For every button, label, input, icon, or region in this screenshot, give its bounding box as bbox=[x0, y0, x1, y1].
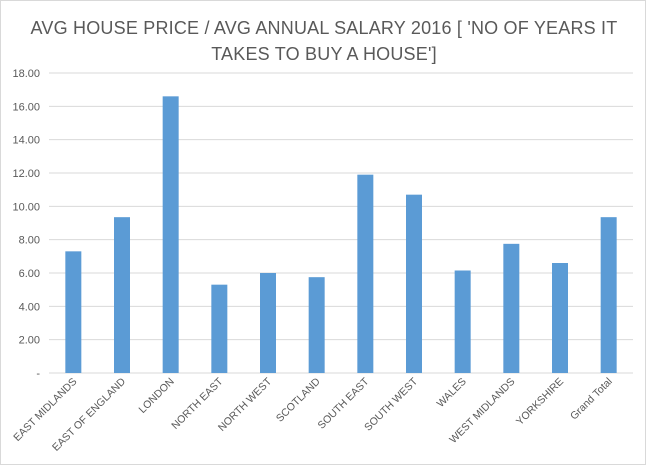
bars bbox=[65, 96, 617, 373]
x-category-label: Grand Total bbox=[568, 376, 615, 423]
y-tick-label: 16.00 bbox=[12, 101, 40, 113]
y-tick-label: - bbox=[36, 368, 40, 380]
bar bbox=[503, 243, 520, 373]
chart-title-line-1: AVG HOUSE PRICE / AVG ANNUAL SALARY 2016… bbox=[30, 18, 618, 38]
y-tick-label: 2.00 bbox=[19, 335, 40, 347]
chart-title: AVG HOUSE PRICE / AVG ANNUAL SALARY 2016… bbox=[1, 15, 645, 67]
y-tick-label: 12.00 bbox=[12, 168, 40, 180]
gridlines bbox=[49, 72, 633, 374]
y-tick-label: 6.00 bbox=[19, 268, 40, 280]
bar bbox=[114, 217, 130, 373]
bar bbox=[454, 270, 471, 373]
bar bbox=[260, 273, 276, 373]
y-tick-label: 14.00 bbox=[12, 135, 40, 147]
chart-title-line-2: TAKES TO BUY A HOUSE'] bbox=[211, 44, 437, 64]
x-category-label: SCOTLAND bbox=[274, 375, 323, 424]
bar bbox=[357, 174, 374, 373]
y-axis-tick-labels: - 2.00 4.00 6.00 8.00 10.00 12.00 14.00 16.00 18.… bbox=[12, 68, 40, 380]
y-tick-label: 4.00 bbox=[19, 301, 40, 313]
y-tick-label: 10.00 bbox=[12, 201, 40, 213]
x-category-label: YORKSHIRE bbox=[514, 376, 566, 428]
bar bbox=[65, 251, 82, 373]
x-category-label: LONDON bbox=[137, 376, 177, 416]
bar bbox=[600, 217, 617, 373]
bar bbox=[552, 263, 568, 373]
bar bbox=[406, 194, 422, 373]
y-tick-label: 8.00 bbox=[19, 235, 40, 247]
y-tick-label: 18.00 bbox=[12, 68, 40, 80]
bar bbox=[308, 277, 325, 373]
x-category-label: WALES bbox=[435, 376, 469, 410]
bar bbox=[162, 96, 179, 373]
bar bbox=[211, 284, 228, 373]
